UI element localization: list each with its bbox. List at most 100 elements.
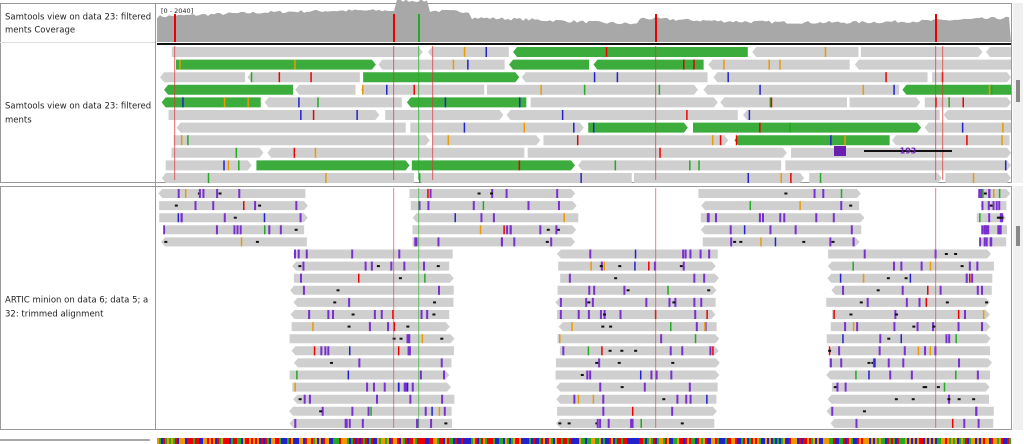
deletion-mark <box>258 204 262 207</box>
insertion-mark <box>308 310 311 319</box>
sequence-base <box>1009 438 1011 444</box>
track-name[interactable]: ments Coverage <box>5 26 75 36</box>
sequence-base <box>425 438 427 444</box>
insertion-mark <box>758 213 761 223</box>
insertion-mark <box>670 370 673 380</box>
sequence-base <box>525 438 527 444</box>
sequence-base <box>329 438 331 444</box>
sequence-base <box>821 438 823 444</box>
insertion-mark <box>414 237 417 247</box>
mismatch <box>592 122 595 133</box>
mismatch <box>392 310 394 319</box>
sequence-base <box>945 438 947 444</box>
mismatch <box>294 382 296 392</box>
sequence-base <box>417 438 419 444</box>
mismatch <box>852 261 854 271</box>
read <box>292 382 451 392</box>
sequence-base <box>263 438 265 444</box>
sequence-base <box>187 438 189 444</box>
sequence-base <box>925 438 927 444</box>
sequence-base <box>195 438 197 444</box>
sequence-base <box>399 438 401 444</box>
sequence-base <box>435 438 437 444</box>
sequence-base <box>897 438 899 444</box>
deletion-mark <box>924 386 928 389</box>
sequence-base <box>393 438 395 444</box>
sequence-base <box>593 438 595 444</box>
sequence-base <box>763 438 765 444</box>
mismatch <box>689 160 691 171</box>
sequence-base <box>433 438 435 444</box>
track-name[interactable]: ments <box>5 116 32 126</box>
sequence-base <box>285 438 287 444</box>
track-name[interactable]: 32: trimmed alignment <box>5 310 104 320</box>
sequence-base <box>753 438 755 444</box>
deletion-mark <box>319 410 323 413</box>
sequence-base <box>921 438 923 444</box>
mismatch <box>683 59 685 70</box>
sequence-base <box>317 438 319 444</box>
sequence-base <box>565 438 567 444</box>
insertion-mark <box>403 261 406 271</box>
insertion-mark <box>321 406 324 416</box>
read <box>168 110 380 120</box>
insertion-mark <box>987 201 990 211</box>
insertion-mark <box>918 297 921 307</box>
mismatch <box>312 110 315 120</box>
read <box>828 346 990 356</box>
insertion-mark <box>202 189 205 198</box>
sequence-base <box>335 438 337 444</box>
sequence-base <box>325 438 327 444</box>
sequence-base <box>863 438 865 444</box>
track-name[interactable]: Samtools view on data 23: filtered <box>5 13 151 23</box>
sequence-base <box>759 438 761 444</box>
deletion-mark <box>739 240 743 243</box>
sequence-base <box>955 438 957 444</box>
mismatch <box>482 201 485 211</box>
mismatch <box>862 273 865 283</box>
track-name[interactable]: ARTIC minion on data 6; data 5; a <box>5 296 148 306</box>
sequence-base <box>245 438 247 444</box>
insertion-mark <box>509 225 512 235</box>
sequence-base <box>355 438 357 444</box>
scrollbar[interactable] <box>1013 186 1023 430</box>
mismatch <box>925 297 928 307</box>
variant-column <box>393 188 395 428</box>
insertion-mark <box>685 394 688 404</box>
sequence-base <box>197 438 199 444</box>
sequence-base <box>403 438 405 444</box>
mismatch <box>182 97 184 108</box>
insertion-mark <box>988 213 991 223</box>
sequence-base <box>873 438 875 444</box>
insertion-mark <box>430 418 433 428</box>
mismatch <box>313 346 316 356</box>
sequence-base <box>229 438 231 444</box>
sequence-base <box>205 438 207 444</box>
scroll-thumb[interactable] <box>1016 226 1020 246</box>
sequence-base <box>497 438 499 444</box>
sequence-base <box>845 438 847 444</box>
sequence-base <box>431 438 433 444</box>
sequence-base <box>677 438 679 444</box>
read <box>264 97 402 108</box>
mismatch <box>444 97 447 108</box>
track-name[interactable]: Samtools view on data 23: filtered <box>5 102 151 112</box>
deletion-mark <box>894 398 898 401</box>
sequence-base <box>935 438 937 444</box>
sequence-base <box>163 438 165 444</box>
insertion-mark <box>500 237 503 247</box>
mismatch <box>634 249 637 259</box>
insertion-mark <box>505 189 508 198</box>
insertion-mark <box>212 201 215 211</box>
insertion-mark <box>527 201 530 211</box>
insertion-mark <box>905 297 908 307</box>
mismatch <box>830 135 832 146</box>
insertion-mark <box>216 189 219 198</box>
insertion-mark <box>836 382 839 392</box>
sequence-base <box>239 438 241 444</box>
insertion-mark <box>783 213 786 223</box>
scroll-thumb[interactable] <box>1016 80 1020 102</box>
sequence-base <box>319 438 321 444</box>
insertion-mark <box>599 382 602 392</box>
sequence-base <box>449 438 451 444</box>
